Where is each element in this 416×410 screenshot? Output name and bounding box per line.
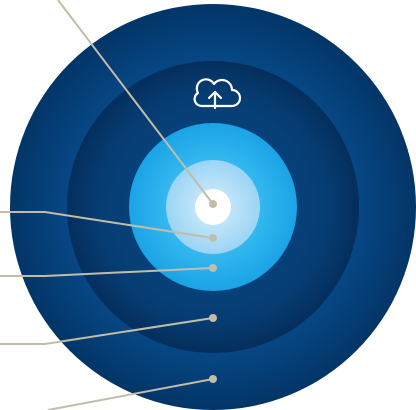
leader-dot-middle-ring [209,314,217,322]
leader-line-center [57,0,214,205]
cloud-upload-icon [193,78,242,110]
leader-dot-outer-ring [209,375,217,383]
leader-dot-light-ring [209,234,217,242]
leader-dot-center [209,200,217,208]
leader-line-outer-ring [47,378,214,410]
leader-dots [209,200,217,383]
leader-line-light-ring [0,211,214,239]
leader-line-inner-ring [0,267,214,277]
leader-line-middle-ring [0,317,214,345]
leader-lines [0,0,214,410]
leader-dot-inner-ring [209,264,217,272]
